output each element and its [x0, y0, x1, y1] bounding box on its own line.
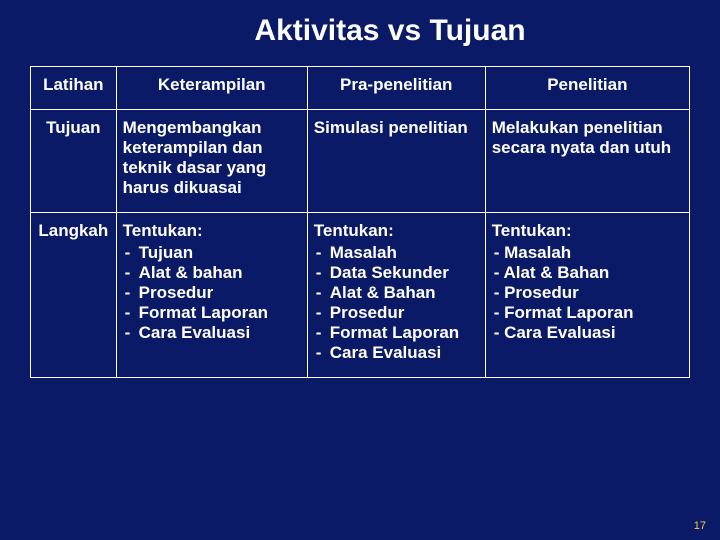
list-item: - Cara Evaluasi	[494, 323, 683, 343]
list-item-text: - Masalah	[494, 243, 571, 263]
list-item-text: Format Laporan	[330, 323, 479, 343]
list-item: -Format Laporan	[125, 303, 301, 323]
header-cell: Latihan	[31, 67, 117, 110]
list-item-text: Prosedur	[330, 303, 479, 323]
row-label: Tujuan	[31, 110, 117, 213]
dash-icon: -	[125, 283, 139, 303]
list-item: -Masalah	[316, 243, 479, 263]
comparison-table: Latihan Keterampilan Pra-penelitian Pene…	[30, 66, 690, 378]
list-item-text: Tujuan	[139, 243, 301, 263]
list-item-text: Alat & Bahan	[330, 283, 479, 303]
cell-list: Tentukan:-Tujuan-Alat & bahan-Prosedur-F…	[116, 213, 307, 378]
list-lead: Tentukan:	[492, 221, 683, 241]
list-item: -Tujuan	[125, 243, 301, 263]
list-item: - Alat & Bahan	[494, 263, 683, 283]
dash-icon: -	[125, 303, 139, 323]
list-item-text: Cara Evaluasi	[139, 323, 301, 343]
slide: Aktivitas vs Tujuan Latihan Keterampilan…	[0, 0, 720, 540]
slide-title: Aktivitas vs Tujuan	[90, 14, 690, 48]
list-item: -Format Laporan	[316, 323, 479, 343]
list-item: -Alat & Bahan	[316, 283, 479, 303]
list-item-text: Format Laporan	[139, 303, 301, 323]
dash-icon: -	[316, 323, 330, 343]
list-item-text: Alat & bahan	[139, 263, 301, 283]
cell: Melakukan penelitian secara nyata dan ut…	[485, 110, 689, 213]
dash-icon: -	[125, 323, 139, 343]
table-row: Tujuan Mengembangkan keterampilan dan te…	[31, 110, 690, 213]
table-row: Langkah Tentukan:-Tujuan-Alat & bahan-Pr…	[31, 213, 690, 378]
list-item-text: - Cara Evaluasi	[494, 323, 616, 343]
list-item: - Format Laporan	[494, 303, 683, 323]
list-item-text: Masalah	[330, 243, 479, 263]
header-cell: Penelitian	[485, 67, 689, 110]
row-label: Langkah	[31, 213, 117, 378]
dash-icon: -	[316, 243, 330, 263]
list-lead: Tentukan:	[314, 221, 479, 241]
list-item: - Prosedur	[494, 283, 683, 303]
cell: Mengembangkan keterampilan dan teknik da…	[116, 110, 307, 213]
cell: Simulasi penelitian	[307, 110, 485, 213]
list-item: - Masalah	[494, 243, 683, 263]
cell-list: Tentukan:- Masalah- Alat & Bahan- Prosed…	[485, 213, 689, 378]
dash-icon: -	[316, 263, 330, 283]
header-cell: Pra-penelitian	[307, 67, 485, 110]
list-item-text: - Alat & Bahan	[494, 263, 610, 283]
list-item: -Prosedur	[125, 283, 301, 303]
list-item: -Alat & bahan	[125, 263, 301, 283]
dash-icon: -	[316, 303, 330, 323]
list-item-text: - Format Laporan	[494, 303, 634, 323]
list-item-text: - Prosedur	[494, 283, 579, 303]
list-item: -Cara Evaluasi	[316, 343, 479, 363]
dash-icon: -	[125, 243, 139, 263]
list-lead: Tentukan:	[123, 221, 301, 241]
list-item: -Prosedur	[316, 303, 479, 323]
bullet-list: -Tujuan-Alat & bahan-Prosedur-Format Lap…	[125, 243, 301, 343]
bullet-list: -Masalah-Data Sekunder-Alat & Bahan-Pros…	[316, 243, 479, 363]
list-item-text: Data Sekunder	[330, 263, 479, 283]
dash-icon: -	[316, 343, 330, 363]
list-item-text: Cara Evaluasi	[330, 343, 479, 363]
dash-icon: -	[316, 283, 330, 303]
dash-icon: -	[125, 263, 139, 283]
cell-list: Tentukan:-Masalah-Data Sekunder-Alat & B…	[307, 213, 485, 378]
list-item: -Data Sekunder	[316, 263, 479, 283]
page-number: 17	[694, 520, 706, 532]
list-item-text: Prosedur	[139, 283, 301, 303]
header-cell: Keterampilan	[116, 67, 307, 110]
list-item: -Cara Evaluasi	[125, 323, 301, 343]
table-header-row: Latihan Keterampilan Pra-penelitian Pene…	[31, 67, 690, 110]
bullet-list: - Masalah- Alat & Bahan- Prosedur- Forma…	[494, 243, 683, 343]
